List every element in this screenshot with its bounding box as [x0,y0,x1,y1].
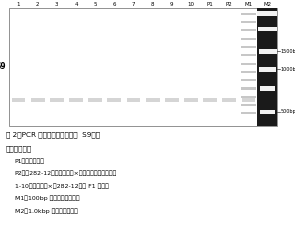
Text: M1: M1 [245,2,253,7]
FancyBboxPatch shape [259,67,276,72]
FancyBboxPatch shape [241,62,256,65]
FancyBboxPatch shape [257,11,278,16]
FancyBboxPatch shape [241,104,256,106]
Text: M1：100bp ラダーマーカー，: M1：100bp ラダーマーカー， [15,196,79,201]
FancyBboxPatch shape [11,64,26,70]
Text: 子の検出: 子の検出 [6,145,32,152]
Text: 500bp: 500bp [281,109,295,114]
FancyBboxPatch shape [88,98,102,102]
FancyBboxPatch shape [203,98,217,102]
FancyBboxPatch shape [260,110,275,114]
FancyBboxPatch shape [241,79,256,81]
Text: 1: 1 [17,2,20,7]
FancyBboxPatch shape [31,98,45,102]
FancyBboxPatch shape [241,38,256,40]
FancyBboxPatch shape [259,49,276,54]
FancyBboxPatch shape [184,98,198,102]
FancyBboxPatch shape [260,86,276,91]
Text: P1：「新星」，: P1：「新星」， [15,159,45,164]
Text: P2: P2 [226,2,233,7]
Text: 10: 10 [188,2,194,7]
FancyBboxPatch shape [12,98,25,102]
FancyBboxPatch shape [184,64,198,70]
Text: 2: 2 [36,2,39,7]
FancyBboxPatch shape [165,98,179,102]
FancyBboxPatch shape [203,64,217,70]
Text: 1-10：「新星」×「282-12」の F1 集団，: 1-10：「新星」×「282-12」の F1 集団， [15,183,109,189]
FancyBboxPatch shape [69,98,83,102]
Text: 9: 9 [170,2,173,7]
Text: 図 2　PCR 法によるニホンナシ  S9遣伝: 図 2 PCR 法によるニホンナシ S9遣伝 [6,131,100,138]
FancyBboxPatch shape [88,64,102,70]
FancyBboxPatch shape [241,112,256,114]
FancyBboxPatch shape [241,21,256,23]
Text: 6: 6 [113,2,116,7]
FancyBboxPatch shape [241,13,256,15]
Text: 1000bp: 1000bp [281,67,295,72]
FancyBboxPatch shape [241,96,256,98]
FancyBboxPatch shape [126,64,141,70]
FancyBboxPatch shape [241,71,256,73]
Text: M2: M2 [264,2,272,7]
Text: 8: 8 [151,2,154,7]
FancyBboxPatch shape [258,27,277,32]
Text: 1500bp: 1500bp [281,49,295,54]
Text: P1: P1 [207,2,214,7]
Text: 4: 4 [74,2,78,7]
Text: P2：「282-12」（「豊水」×「ラ・フランス」），: P2：「282-12」（「豊水」×「ラ・フランス」）， [15,171,117,176]
FancyBboxPatch shape [241,46,256,48]
FancyBboxPatch shape [146,98,160,102]
Text: S9: S9 [0,62,6,71]
FancyBboxPatch shape [107,98,121,102]
FancyBboxPatch shape [127,98,140,102]
FancyBboxPatch shape [50,98,64,102]
FancyBboxPatch shape [69,64,83,70]
Text: 5: 5 [94,2,97,7]
FancyBboxPatch shape [241,29,256,32]
FancyBboxPatch shape [242,98,255,102]
Text: M2：1.0kbp ラダーマーカー: M2：1.0kbp ラダーマーカー [15,208,78,214]
FancyBboxPatch shape [222,98,236,102]
FancyBboxPatch shape [257,8,278,126]
Text: 3: 3 [55,2,58,7]
Text: 7: 7 [132,2,135,7]
FancyBboxPatch shape [241,87,256,89]
FancyBboxPatch shape [241,54,256,56]
